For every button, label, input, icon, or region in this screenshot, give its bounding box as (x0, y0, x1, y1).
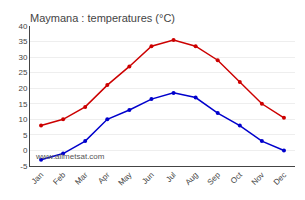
svg-text:Jul: Jul (164, 170, 178, 184)
svg-text:Jun: Jun (140, 170, 155, 185)
svg-text:May: May (117, 170, 134, 187)
svg-text:40: 40 (18, 22, 27, 31)
svg-text:Aug: Aug (183, 170, 199, 186)
svg-text:www.allmetsat.com: www.allmetsat.com (35, 152, 105, 161)
svg-text:Feb: Feb (51, 170, 68, 187)
svg-text:-5: -5 (20, 162, 28, 171)
svg-text:10: 10 (18, 115, 27, 124)
svg-text:Nov: Nov (250, 170, 266, 186)
svg-text:Dec: Dec (272, 170, 288, 186)
svg-text:Maymana : temperatures (°C): Maymana : temperatures (°C) (30, 12, 175, 24)
svg-text:5: 5 (23, 131, 28, 140)
svg-text:Oct: Oct (229, 170, 245, 186)
svg-text:25: 25 (18, 68, 27, 77)
svg-text:Mar: Mar (73, 170, 89, 186)
svg-text:15: 15 (18, 100, 27, 109)
svg-text:20: 20 (18, 84, 27, 93)
svg-text:Jan: Jan (30, 170, 45, 185)
svg-text:35: 35 (18, 37, 27, 46)
svg-text:Sep: Sep (206, 170, 223, 187)
svg-text:30: 30 (18, 53, 27, 62)
svg-text:0: 0 (23, 146, 28, 155)
svg-text:Apr: Apr (96, 170, 111, 185)
